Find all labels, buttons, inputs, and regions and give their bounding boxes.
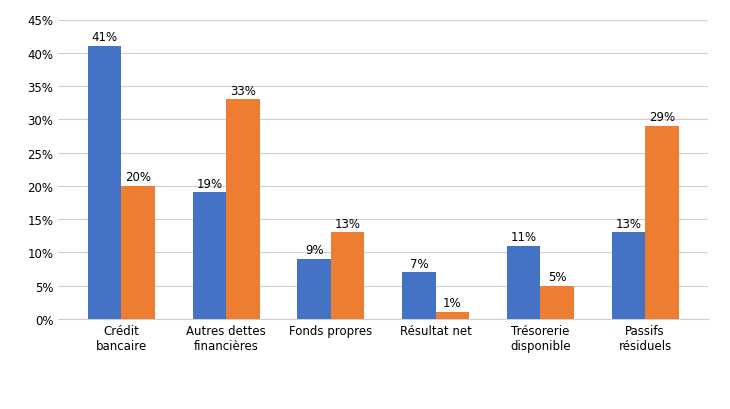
Text: 5%: 5% [548,270,566,283]
Bar [540,286,574,319]
Text: 29%: 29% [649,111,675,124]
Bar [331,233,364,319]
Text: 9%: 9% [305,244,323,257]
Text: 7%: 7% [410,257,429,270]
Text: 33%: 33% [230,84,255,97]
Bar [88,47,121,319]
Bar [297,259,331,319]
Bar [645,127,679,319]
Bar [436,312,469,319]
Bar [402,272,436,319]
Text: 20%: 20% [126,171,151,184]
Text: 13%: 13% [334,217,361,230]
Text: 13%: 13% [615,217,641,230]
Bar [612,233,645,319]
Text: 19%: 19% [196,178,223,190]
Bar [226,100,260,319]
Bar [193,193,226,319]
Bar [121,187,155,319]
Text: 11%: 11% [510,230,537,243]
Text: 41%: 41% [92,31,118,44]
Text: 1%: 1% [443,297,461,310]
Bar [507,246,540,319]
